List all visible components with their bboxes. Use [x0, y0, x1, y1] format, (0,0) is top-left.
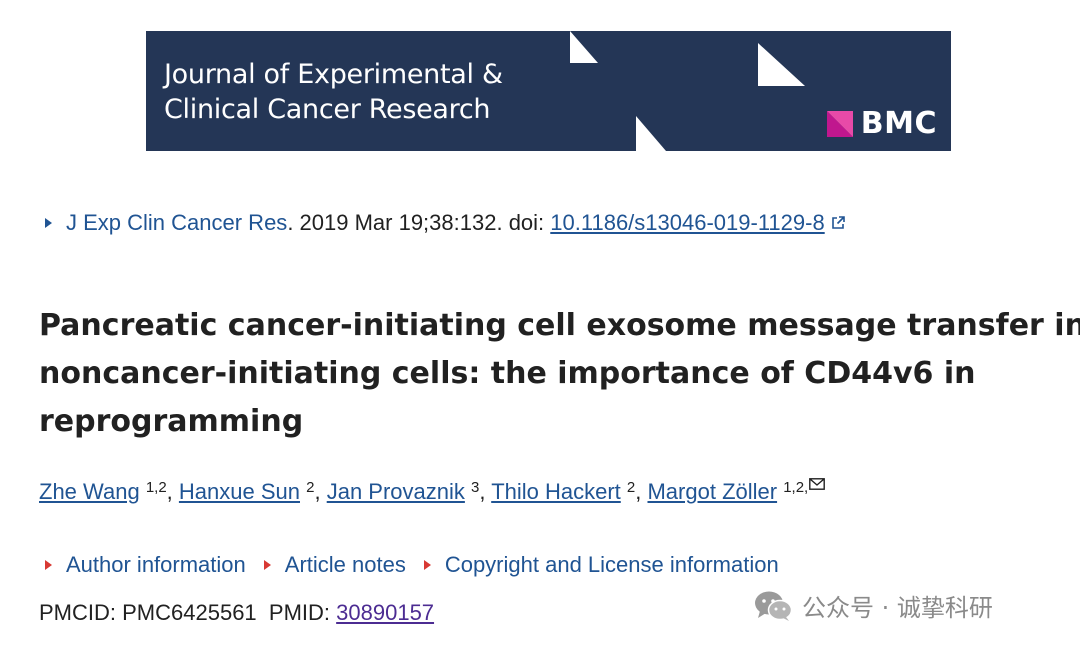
author-link[interactable]: Margot Zöller: [647, 479, 778, 504]
author-affiliation: 1,2: [145, 479, 167, 496]
journal-name-line1: Journal of Experimental &: [164, 59, 503, 90]
pmcid-label: PMCID:: [39, 600, 116, 625]
author-affiliation: 2: [306, 479, 315, 496]
author-link[interactable]: Zhe Wang: [39, 479, 140, 504]
article-title-line1: Pancreatic cancer-initiating cell exosom…: [39, 308, 1080, 343]
bmc-logo-icon: [826, 111, 853, 137]
pmid-label: PMID:: [268, 600, 331, 625]
journal-name: Journal of Experimental & Clinical Cance…: [164, 57, 503, 127]
article-notes-toggle[interactable]: Article notes: [263, 552, 406, 578]
author-affiliation: 3: [471, 479, 480, 496]
wechat-watermark: 公众号 · 诚挚科研: [754, 588, 993, 623]
article-notes-link[interactable]: Article notes: [284, 552, 406, 577]
citation-details: . 2019 Mar 19;38:132. doi:: [287, 210, 551, 235]
copyright-license-toggle[interactable]: Copyright and License information: [423, 552, 779, 578]
author-information-toggle[interactable]: Author information: [45, 552, 246, 578]
copyright-license-link[interactable]: Copyright and License information: [444, 552, 779, 577]
caret-right-icon[interactable]: [45, 218, 52, 228]
pmid-link[interactable]: 30890157: [336, 600, 435, 625]
article-title-line3: reprogramming: [39, 404, 304, 439]
author-information-link[interactable]: Author information: [66, 552, 246, 577]
author-affiliation: 2: [626, 479, 636, 496]
envelope-icon[interactable]: [809, 478, 826, 490]
pmcid-value: PMC6425561: [122, 600, 257, 625]
citation-line: J Exp Clin Cancer Res. 2019 Mar 19;38:13…: [45, 210, 846, 236]
author-link[interactable]: Hanxue Sun: [178, 479, 300, 504]
bmc-logo-text: BMC: [860, 106, 937, 141]
journal-name-line2: Clinical Cancer Research: [164, 94, 491, 125]
article-ids: PMCID: PMC6425561 PMID: 30890157: [39, 600, 434, 626]
bmc-logo: BMC: [826, 106, 937, 141]
caret-right-icon: [45, 560, 52, 570]
banner-decoration: [570, 31, 805, 151]
article-title-line2: noncancer-initiating cells: the importan…: [39, 356, 976, 391]
caret-right-icon: [263, 560, 271, 570]
author-affiliation: 1,2,: [783, 479, 809, 496]
author-link[interactable]: Jan Provaznik: [326, 479, 465, 504]
doi-link[interactable]: 10.1186/s13046-019-1129-8: [550, 210, 825, 235]
journal-banner[interactable]: Journal of Experimental & Clinical Cance…: [146, 31, 951, 151]
watermark-text: 公众号 · 诚挚科研: [802, 594, 993, 622]
external-link-icon[interactable]: [830, 215, 846, 231]
article-info-links: Author information Article notes Copyrig…: [45, 552, 797, 578]
wechat-icon: [755, 591, 792, 621]
author-link[interactable]: Thilo Hackert: [491, 479, 621, 504]
article-title: Pancreatic cancer-initiating cell exosom…: [39, 302, 1080, 446]
author-list: Zhe Wang 1,2, Hanxue Sun 2, Jan Provazni…: [39, 478, 826, 505]
caret-right-icon: [423, 560, 431, 570]
journal-link[interactable]: J Exp Clin Cancer Res: [66, 210, 288, 235]
